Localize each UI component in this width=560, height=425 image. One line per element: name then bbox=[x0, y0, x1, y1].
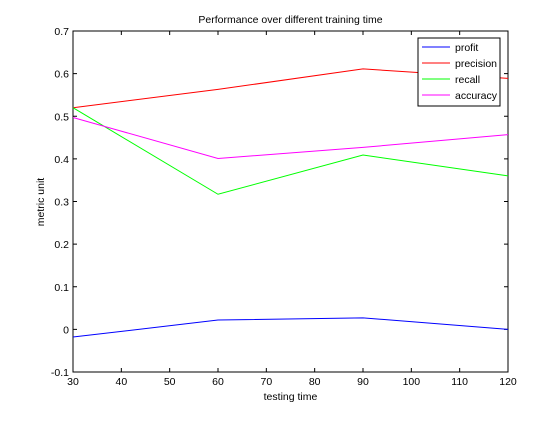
x-tick-label: 90 bbox=[357, 376, 369, 388]
x-tick-label: 60 bbox=[212, 376, 224, 388]
x-tick-label: 40 bbox=[115, 376, 127, 388]
series-line-recall bbox=[72, 107, 509, 195]
chart-title: Performance over different training time bbox=[198, 14, 382, 26]
y-tick-label: 0 bbox=[63, 324, 69, 336]
x-tick-label: 110 bbox=[451, 376, 468, 388]
x-tick-label: 100 bbox=[403, 376, 421, 388]
y-tick-label: 0.6 bbox=[54, 69, 69, 81]
legend-label-profit: profit bbox=[455, 42, 478, 54]
legend-label-precision: precision bbox=[455, 58, 497, 70]
y-axis-label: metric unit bbox=[35, 178, 47, 227]
y-tick-label: 0.3 bbox=[54, 197, 69, 209]
x-tick-label: 120 bbox=[499, 376, 517, 388]
x-axis-label: testing time bbox=[264, 391, 318, 403]
x-tick-label: 80 bbox=[309, 376, 321, 388]
legend-label-accuracy: accuracy bbox=[455, 90, 498, 102]
x-tick-label: 30 bbox=[67, 376, 79, 388]
series-line-profit bbox=[72, 317, 509, 338]
y-tick-label: -0.1 bbox=[51, 367, 69, 379]
x-tick-label: 50 bbox=[164, 376, 176, 388]
legend-label-recall: recall bbox=[455, 74, 480, 86]
series-line-accuracy bbox=[72, 117, 509, 159]
y-tick-label: 0.2 bbox=[54, 239, 69, 251]
y-tick-label: 0.1 bbox=[54, 282, 69, 294]
x-tick-label: 70 bbox=[260, 376, 272, 388]
y-tick-label: 0.7 bbox=[54, 26, 69, 38]
y-tick-label: 0.5 bbox=[54, 111, 69, 123]
legend-box bbox=[417, 37, 501, 107]
y-tick-label: 0.4 bbox=[54, 154, 69, 166]
